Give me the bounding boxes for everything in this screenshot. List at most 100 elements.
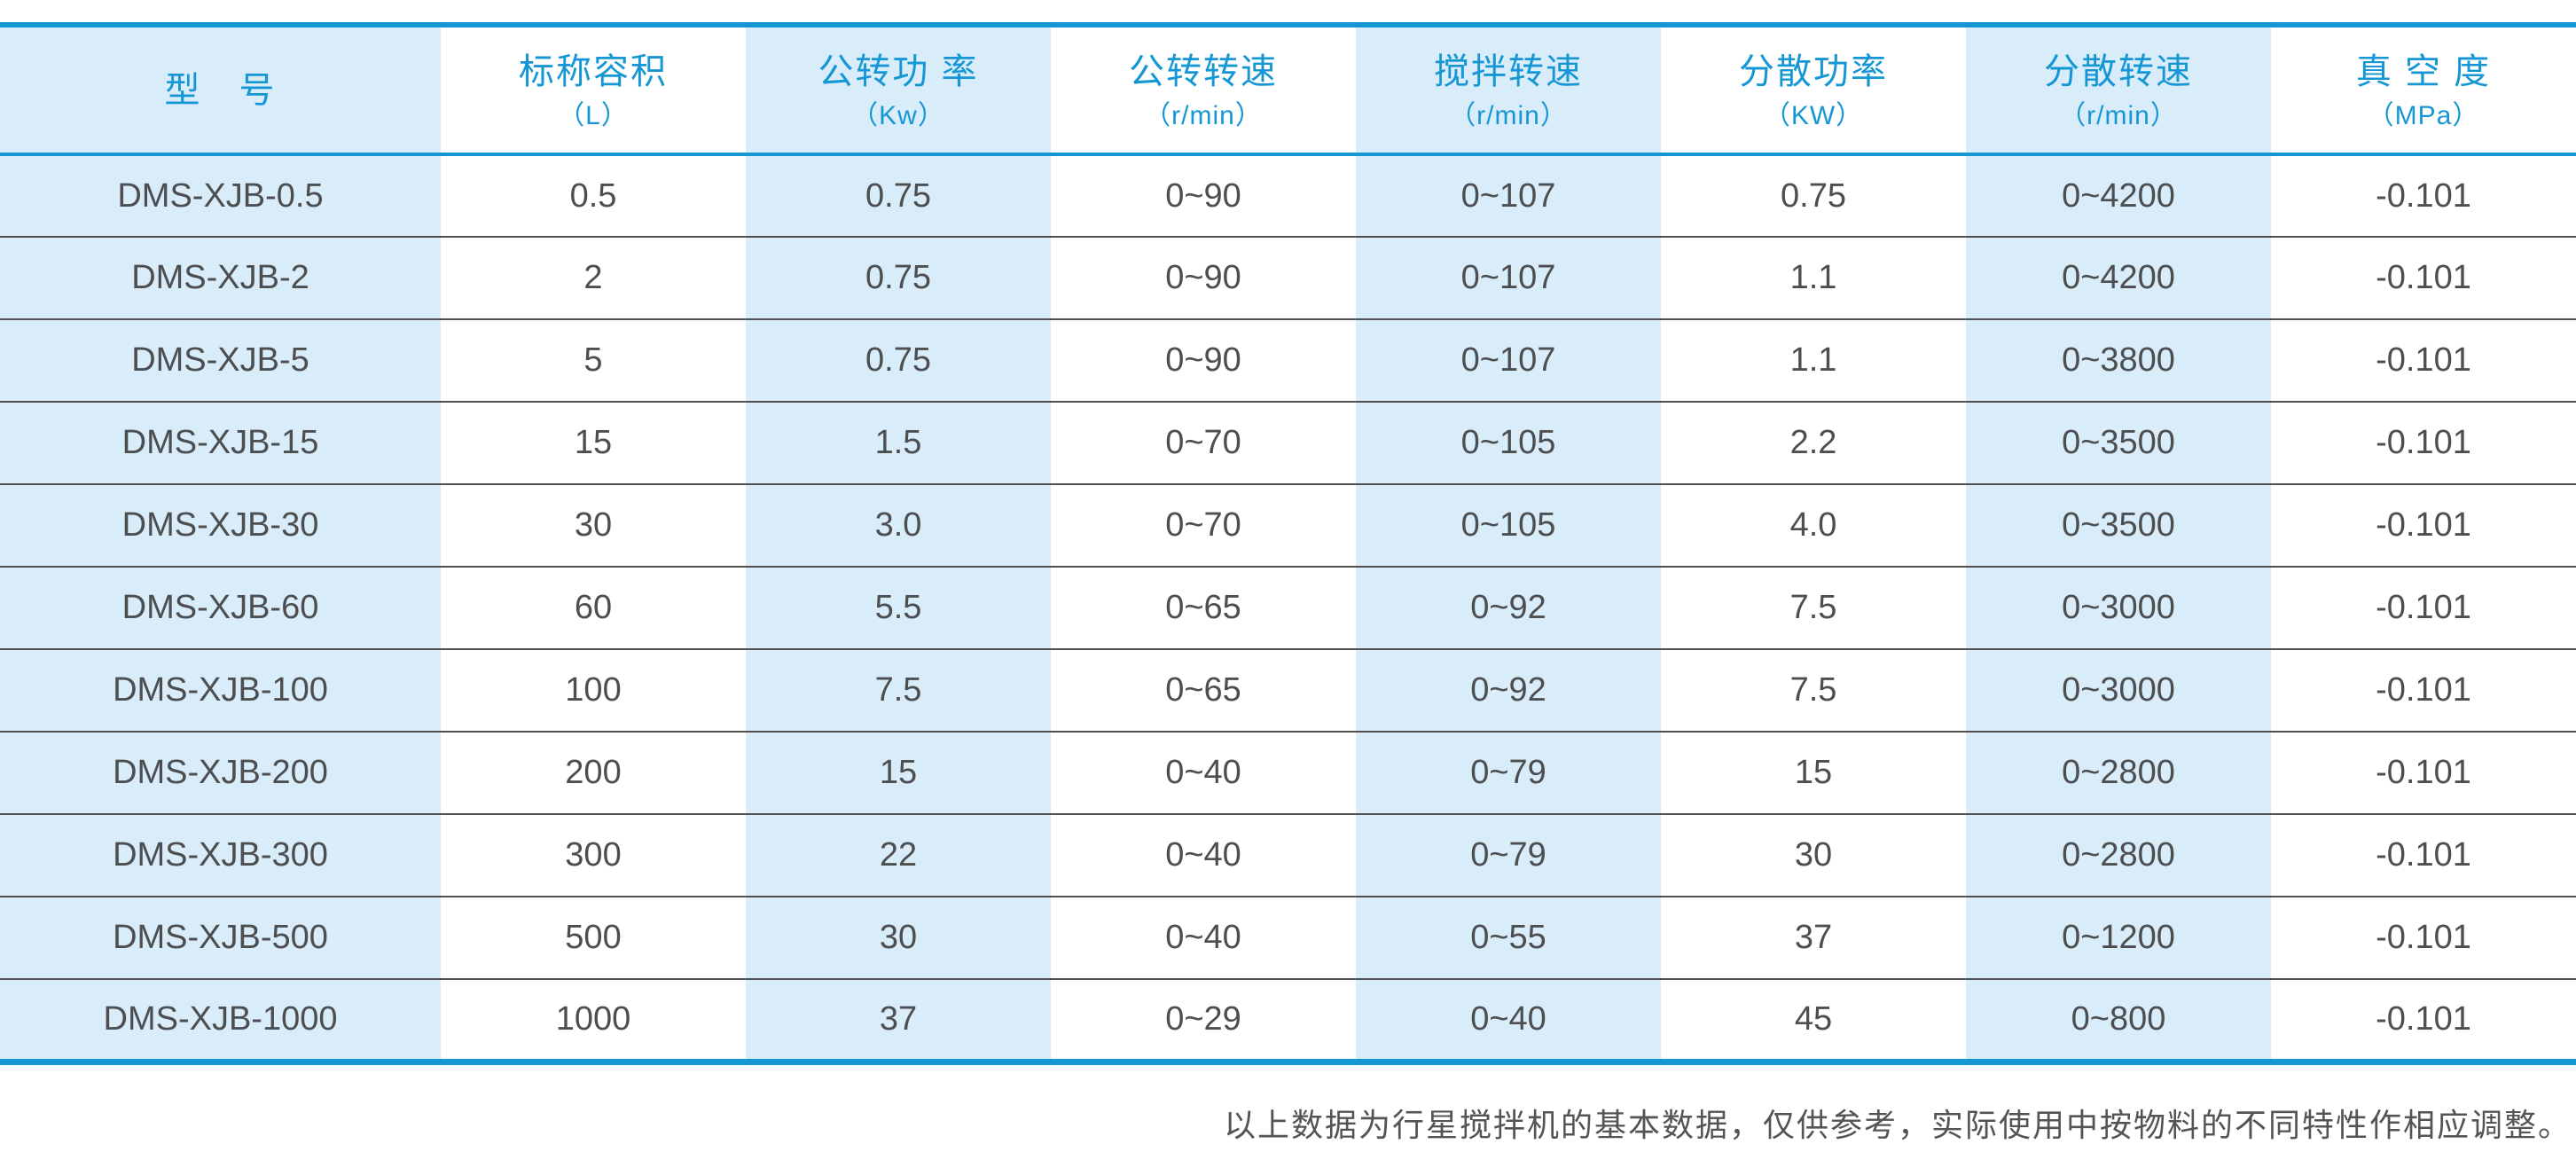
value-cell: 0.75 xyxy=(746,318,1051,402)
table-row: DMS-XJB-60 60 5.5 0~65 0~92 7.5 0~3000 -0.101 xyxy=(0,566,2576,649)
value-cell: 0~55 xyxy=(1356,896,1661,979)
value-cell: 7.5 xyxy=(1661,566,1966,649)
value-cell: 7.5 xyxy=(1661,648,1966,732)
header-title: 分散功率 xyxy=(1739,52,1888,91)
value-cell: 0~3500 xyxy=(1966,401,2271,484)
table-row: DMS-XJB-500 500 30 0~40 0~55 37 0~1200 -0.101 xyxy=(0,896,2576,979)
value-cell: 1.1 xyxy=(1661,236,1966,319)
value-cell: 0~90 xyxy=(1051,154,1356,237)
value-cell: 0~2800 xyxy=(1966,731,2271,814)
value-cell: 5 xyxy=(441,318,746,402)
value-cell: -0.101 xyxy=(2271,154,2576,237)
value-cell: 0~90 xyxy=(1051,236,1356,319)
value-cell: 37 xyxy=(1661,896,1966,979)
value-cell: 0.5 xyxy=(441,154,746,237)
value-cell: 0.75 xyxy=(746,154,1051,237)
value-cell: 0~105 xyxy=(1356,401,1661,484)
value-cell: 4.0 xyxy=(1661,483,1966,567)
value-cell: 0~2800 xyxy=(1966,813,2271,897)
value-cell: 0~29 xyxy=(1051,978,1356,1062)
value-cell: 1000 xyxy=(441,978,746,1062)
header-cell-5: 分散功率 （KW） xyxy=(1661,25,1966,156)
header-title: 搅拌转速 xyxy=(1434,52,1583,91)
header-unit: （L） xyxy=(558,101,629,130)
value-cell: -0.101 xyxy=(2271,978,2576,1062)
model-cell: DMS-XJB-100 xyxy=(0,648,441,732)
header-unit: （MPa） xyxy=(2367,101,2480,130)
table-row: DMS-XJB-15 15 1.5 0~70 0~105 2.2 0~3500 -0.101 xyxy=(0,401,2576,484)
table-row: DMS-XJB-300 300 22 0~40 0~79 30 0~2800 -0.101 xyxy=(0,813,2576,897)
value-cell: -0.101 xyxy=(2271,813,2576,897)
header-title: 真 空 度 xyxy=(2355,52,2492,91)
value-cell: 45 xyxy=(1661,978,1966,1062)
value-cell: 30 xyxy=(746,896,1051,979)
value-cell: 0~92 xyxy=(1356,648,1661,732)
header-cell-1: 标称容积 （L） xyxy=(441,25,746,156)
value-cell: 0~40 xyxy=(1051,896,1356,979)
value-cell: 22 xyxy=(746,813,1051,897)
value-cell: 300 xyxy=(441,813,746,897)
value-cell: 37 xyxy=(746,978,1051,1062)
header-title: 公转功 率 xyxy=(818,52,979,91)
header-title: 分散转速 xyxy=(2044,52,2193,91)
value-cell: 0~105 xyxy=(1356,483,1661,567)
value-cell: 30 xyxy=(1661,813,1966,897)
value-cell: 2 xyxy=(441,236,746,319)
model-cell: DMS-XJB-2 xyxy=(0,236,441,319)
table-row: DMS-XJB-100 100 7.5 0~65 0~92 7.5 0~3000 -0.101 xyxy=(0,648,2576,732)
model-cell: DMS-XJB-300 xyxy=(0,813,441,897)
value-cell: 0~70 xyxy=(1051,401,1356,484)
value-cell: 5.5 xyxy=(746,566,1051,649)
model-cell: DMS-XJB-15 xyxy=(0,401,441,484)
header-unit: （r/min） xyxy=(1449,101,1568,130)
header-title: 型 号 xyxy=(164,70,277,110)
value-cell: 0~3000 xyxy=(1966,566,2271,649)
value-cell: 0~40 xyxy=(1051,731,1356,814)
value-cell: 0~3000 xyxy=(1966,648,2271,732)
model-cell: DMS-XJB-5 xyxy=(0,318,441,402)
header-cell-7: 真 空 度 （MPa） xyxy=(2271,25,2576,156)
value-cell: 0~3800 xyxy=(1966,318,2271,402)
value-cell: -0.101 xyxy=(2271,896,2576,979)
value-cell: -0.101 xyxy=(2271,236,2576,319)
value-cell: 0~65 xyxy=(1051,566,1356,649)
value-cell: 15 xyxy=(1661,731,1966,814)
table-row: DMS-XJB-30 30 3.0 0~70 0~105 4.0 0~3500 -0.101 xyxy=(0,483,2576,567)
value-cell: 60 xyxy=(441,566,746,649)
spec-table-header: 型 号 标称容积 （L） 公转功 率 （Kw） 公转转速 （r/min） 搅拌转速 （r/min… xyxy=(0,25,2576,156)
value-cell: 0~3500 xyxy=(1966,483,2271,567)
model-cell: DMS-XJB-30 xyxy=(0,483,441,567)
value-cell: 0~65 xyxy=(1051,648,1356,732)
value-cell: 0~92 xyxy=(1356,566,1661,649)
model-cell: DMS-XJB-200 xyxy=(0,731,441,814)
value-cell: -0.101 xyxy=(2271,318,2576,402)
value-cell: 1.1 xyxy=(1661,318,1966,402)
header-cell-0: 型 号 xyxy=(0,25,441,156)
header-unit: （Kw） xyxy=(851,101,945,130)
value-cell: 15 xyxy=(746,731,1051,814)
header-title: 公转转速 xyxy=(1129,52,1278,91)
value-cell: 0~40 xyxy=(1356,978,1661,1062)
header-cell-6: 分散转速 （r/min） xyxy=(1966,25,2271,156)
header-cell-4: 搅拌转速 （r/min） xyxy=(1356,25,1661,156)
value-cell: 0.75 xyxy=(1661,154,1966,237)
value-cell: 2.2 xyxy=(1661,401,1966,484)
model-cell: DMS-XJB-500 xyxy=(0,896,441,979)
value-cell: 0~107 xyxy=(1356,236,1661,319)
value-cell: 0.75 xyxy=(746,236,1051,319)
spec-table-body: DMS-XJB-0.5 0.5 0.75 0~90 0~107 0.75 0~4200 -0.… xyxy=(0,154,2576,1062)
value-cell: 1.5 xyxy=(746,401,1051,484)
value-cell: 0~4200 xyxy=(1966,236,2271,319)
footnote: 以上数据为行星搅拌机的基本数据，仅供参考，实际使用中按物料的不同特性作相应调整。 xyxy=(1223,1108,2572,1143)
value-cell: 0~4200 xyxy=(1966,154,2271,237)
value-cell: -0.101 xyxy=(2271,401,2576,484)
value-cell: 0~107 xyxy=(1356,318,1661,402)
table-row: DMS-XJB-5 5 0.75 0~90 0~107 1.1 0~3800 -0.101 xyxy=(0,318,2576,402)
value-cell: 15 xyxy=(441,401,746,484)
header-cell-2: 公转功 率 （Kw） xyxy=(746,25,1051,156)
value-cell: -0.101 xyxy=(2271,566,2576,649)
value-cell: 0~90 xyxy=(1051,318,1356,402)
value-cell: -0.101 xyxy=(2271,483,2576,567)
table-row: DMS-XJB-2 2 0.75 0~90 0~107 1.1 0~4200 -0.101 xyxy=(0,236,2576,319)
header-unit: （KW） xyxy=(1763,101,1864,130)
